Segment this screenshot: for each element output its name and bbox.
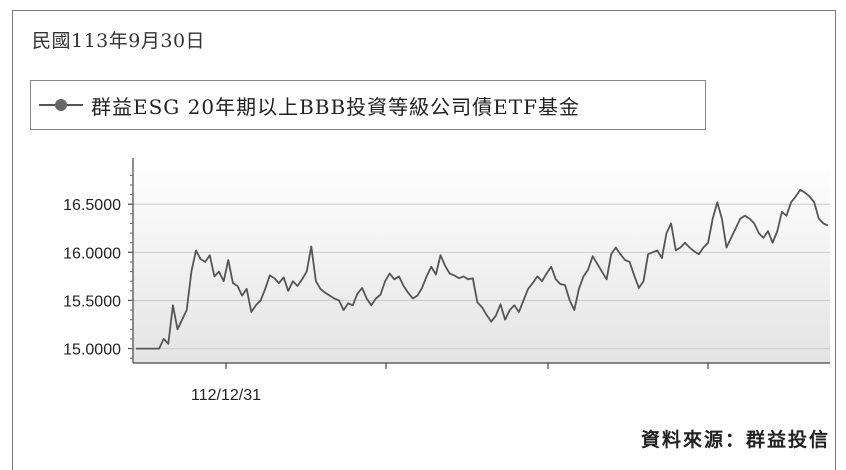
data-source: 資料來源：群益投信 (640, 429, 830, 451)
chart-frame (12, 10, 836, 470)
plot-area (133, 158, 830, 363)
legend-series-label: 群益ESG 20年期以上BBB投資等級公司債ETF基金 (91, 94, 580, 119)
report-date: 民國113年9月30日 (32, 30, 206, 52)
x-axis-ticks: 112/12/31 (191, 363, 709, 404)
y-axis-ticks: 15.0000 15.5000 16.0000 16.5000 (63, 174, 133, 359)
y-tick-label: 15.5000 (63, 293, 121, 310)
chart-legend: 群益ESG 20年期以上BBB投資等級公司債ETF基金 (30, 80, 706, 130)
line-with-circle-icon (39, 99, 83, 111)
x-tick-label: 112/12/31 (191, 387, 261, 404)
y-tick-label: 16.5000 (63, 197, 121, 214)
y-tick-label: 16.0000 (63, 245, 121, 262)
y-tick-label: 15.0000 (63, 342, 121, 359)
series-line (136, 188, 829, 350)
